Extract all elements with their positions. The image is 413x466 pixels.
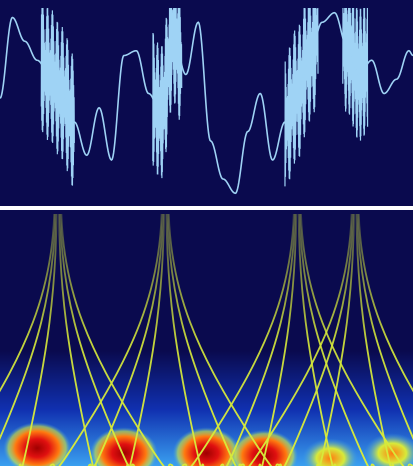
signal-burst [342, 7, 369, 141]
scalogram-ridge [297, 213, 337, 466]
scalogram-ridge [18, 213, 58, 466]
scalogram-ridge [49, 213, 163, 466]
scalogram-ridge [357, 213, 413, 393]
scalogram-hotspot [230, 429, 299, 466]
scalogram-ridge [219, 213, 296, 466]
scalogram-ridge [59, 213, 136, 466]
scalogram-ridge [58, 213, 98, 466]
panel-divider [0, 206, 413, 210]
scalogram-ridge [165, 213, 205, 466]
scalogram-ridge [239, 213, 353, 466]
scalogram-ridge [0, 213, 56, 393]
scalogram-ridge [0, 213, 57, 441]
scalogram-ridge [356, 213, 413, 441]
signal-bursts [40, 7, 369, 187]
scalogram-ridge [60, 213, 174, 466]
signal-burst [152, 7, 183, 179]
scalogram-ridge [167, 213, 281, 466]
signal-panel [0, 0, 413, 206]
scalogram-hotspot [364, 433, 413, 466]
scalogram-ridge [125, 213, 165, 466]
scalogram-hotspot [302, 438, 359, 466]
scalogram-ridge [277, 213, 354, 466]
scalogram-ridge [166, 213, 243, 466]
scalogram-panel [0, 210, 413, 466]
scalogram-ridge [300, 213, 413, 466]
scalogram-ridge [87, 213, 164, 466]
scalogram-ridges [0, 213, 413, 466]
scalogram-ridge [258, 213, 298, 466]
scalogram-ridge [298, 213, 375, 466]
signal-burst [284, 7, 319, 187]
signal-burst [40, 7, 75, 186]
signal-line [0, 11, 413, 195]
scalogram-ridge [315, 213, 355, 466]
scalogram-ridge [181, 213, 295, 466]
scalogram-ridge [355, 213, 395, 466]
scalogram-hotspot [3, 422, 72, 466]
